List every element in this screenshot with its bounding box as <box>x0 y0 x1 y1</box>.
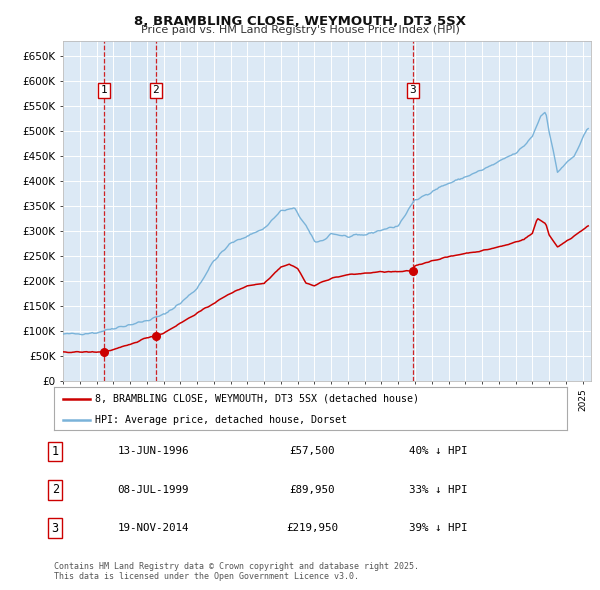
Text: £57,500: £57,500 <box>289 447 335 456</box>
Text: £89,950: £89,950 <box>289 485 335 494</box>
Text: £219,950: £219,950 <box>286 523 338 533</box>
Text: 3: 3 <box>410 86 416 96</box>
Text: 33% ↓ HPI: 33% ↓ HPI <box>409 485 467 494</box>
Text: 39% ↓ HPI: 39% ↓ HPI <box>409 523 467 533</box>
Text: HPI: Average price, detached house, Dorset: HPI: Average price, detached house, Dors… <box>95 415 347 425</box>
Text: 2: 2 <box>52 483 59 496</box>
Text: 2: 2 <box>152 86 159 96</box>
Text: 1: 1 <box>101 86 107 96</box>
Text: This data is licensed under the Open Government Licence v3.0.: This data is licensed under the Open Gov… <box>54 572 359 581</box>
Text: 19-NOV-2014: 19-NOV-2014 <box>117 523 189 533</box>
Text: Price paid vs. HM Land Registry's House Price Index (HPI): Price paid vs. HM Land Registry's House … <box>140 25 460 35</box>
Text: 40% ↓ HPI: 40% ↓ HPI <box>409 447 467 456</box>
Text: 8, BRAMBLING CLOSE, WEYMOUTH, DT3 5SX: 8, BRAMBLING CLOSE, WEYMOUTH, DT3 5SX <box>134 15 466 28</box>
Text: 1: 1 <box>52 445 59 458</box>
Text: 13-JUN-1996: 13-JUN-1996 <box>117 447 189 456</box>
Bar <box>104 41 156 381</box>
Text: Contains HM Land Registry data © Crown copyright and database right 2025.: Contains HM Land Registry data © Crown c… <box>54 562 419 571</box>
Text: 3: 3 <box>52 522 59 535</box>
Text: 8, BRAMBLING CLOSE, WEYMOUTH, DT3 5SX (detached house): 8, BRAMBLING CLOSE, WEYMOUTH, DT3 5SX (d… <box>95 394 419 404</box>
Text: 08-JUL-1999: 08-JUL-1999 <box>117 485 189 494</box>
